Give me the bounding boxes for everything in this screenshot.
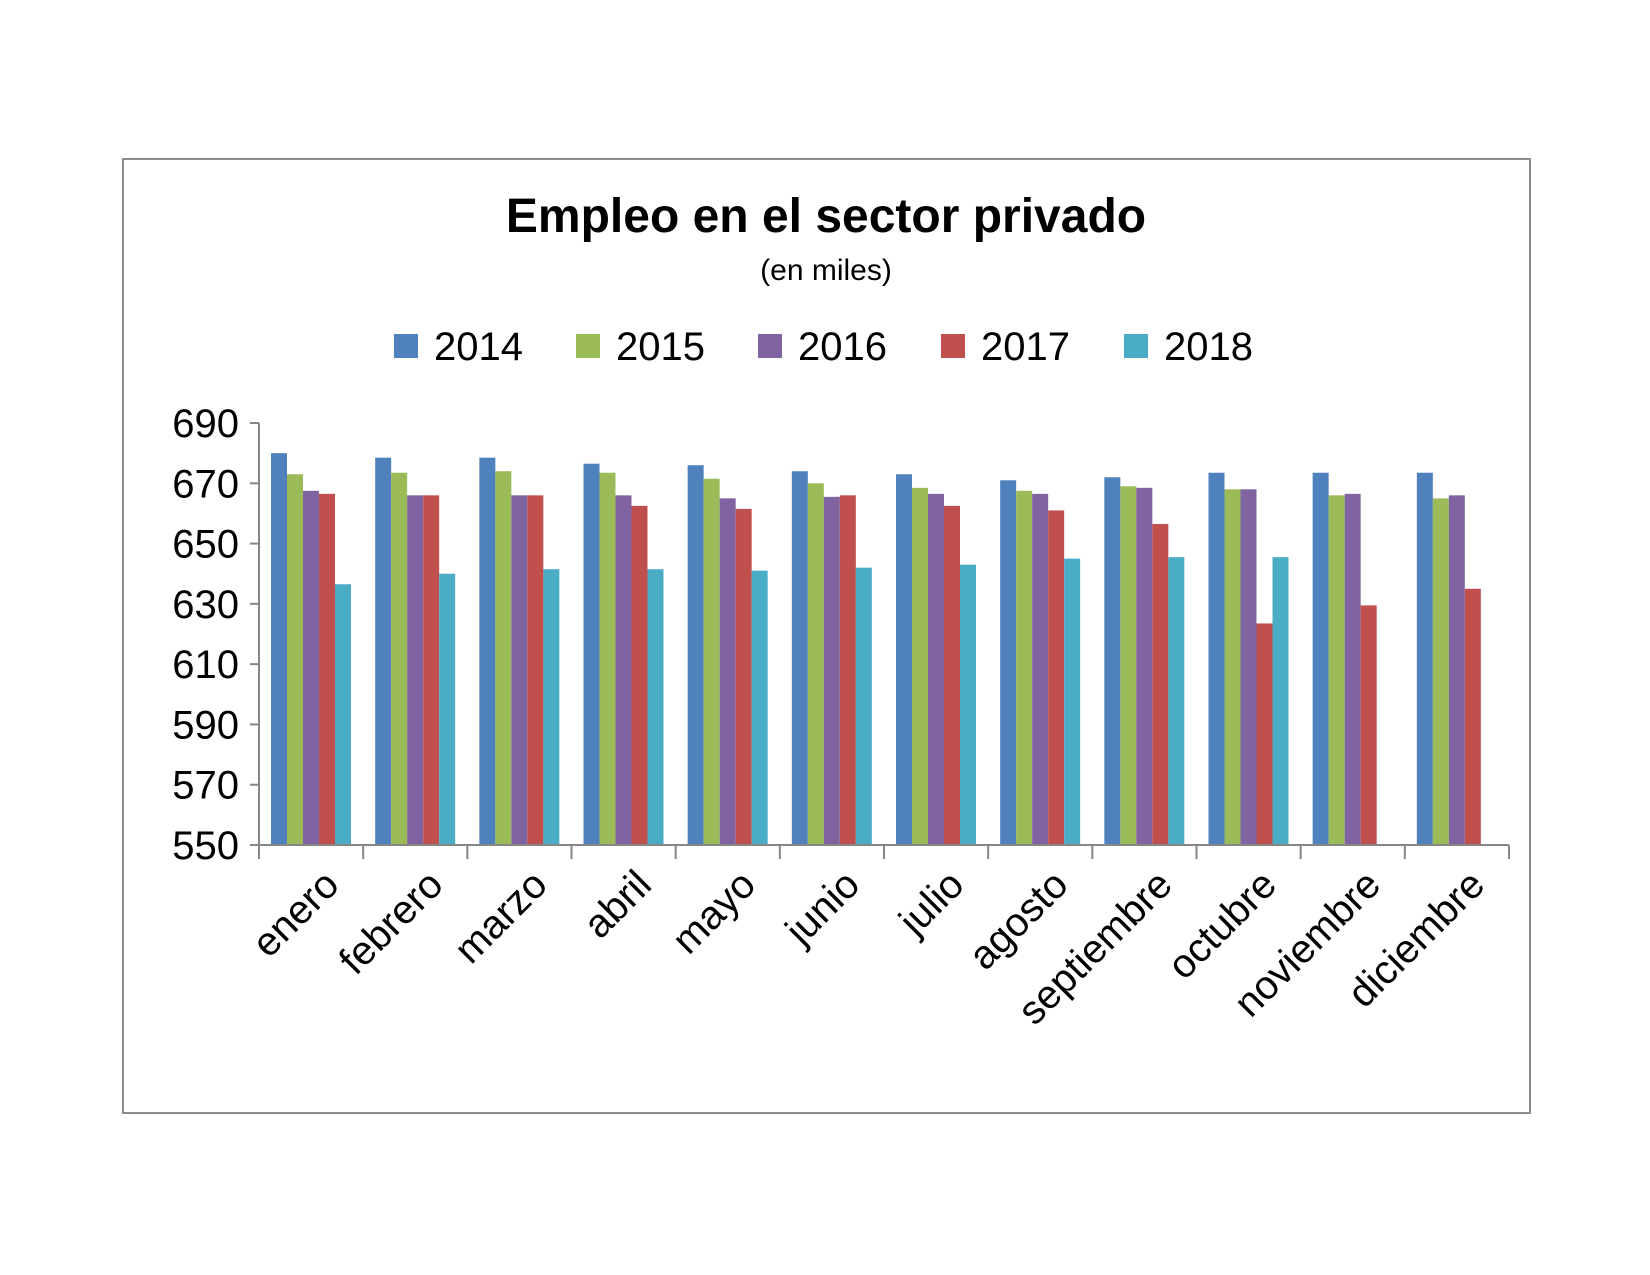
bar-2016-octubre: [1240, 489, 1257, 845]
bar-2014-agosto: [1000, 480, 1017, 845]
x-tick-label: julio: [890, 862, 972, 944]
bar-2017-agosto: [1048, 510, 1065, 845]
bar-2018-mayo: [751, 570, 768, 845]
bar-2018-febrero: [439, 573, 456, 845]
y-tick-label: 610: [172, 643, 239, 687]
chart-canvas: Empleo en el sector privado (en miles) 2…: [172, 190, 1510, 1033]
bar-2017-mayo: [735, 508, 752, 845]
bar-2014-julio: [896, 474, 912, 845]
bar-2014-enero: [271, 453, 287, 845]
bars: [271, 453, 1481, 845]
legend-swatch-2017: [941, 334, 965, 358]
bar-2017-junio: [839, 495, 856, 845]
bar-2014-septiembre: [1104, 477, 1121, 845]
bar-2014-marzo: [479, 457, 496, 845]
bar-2014-diciembre: [1416, 472, 1433, 845]
x-tick-label: marzo: [446, 862, 556, 972]
bar-2015-abril: [599, 472, 616, 845]
bar-2015-septiembre: [1120, 486, 1137, 845]
chart-subtitle: (en miles): [760, 254, 892, 287]
legend-label-2014: 2014: [434, 325, 523, 369]
chart-title: Empleo en el sector privado: [506, 190, 1146, 243]
y-tick-label: 690: [172, 402, 239, 446]
legend-label-2016: 2016: [798, 325, 887, 369]
bar-2016-enero: [303, 490, 319, 845]
legend-swatch-2014: [394, 334, 418, 358]
legend-label-2015: 2015: [616, 325, 705, 369]
y-tick-label: 630: [172, 583, 239, 627]
bar-2016-abril: [615, 495, 632, 845]
bar-2014-noviembre: [1312, 472, 1329, 845]
bar-2016-julio: [928, 493, 944, 845]
legend-swatch-2016: [758, 334, 782, 358]
bar-2014-febrero: [375, 457, 392, 845]
bar-2017-julio: [944, 505, 960, 845]
bar-2016-junio: [823, 496, 840, 845]
bar-2017-septiembre: [1152, 523, 1169, 845]
bar-2017-enero: [319, 493, 335, 845]
bar-2018-junio: [855, 567, 872, 845]
y-tick-label: 670: [172, 462, 239, 506]
bar-2017-diciembre: [1464, 588, 1481, 845]
bar-2015-febrero: [391, 472, 408, 845]
bar-2014-mayo: [687, 465, 704, 845]
bar-2016-septiembre: [1136, 487, 1153, 845]
bar-2015-junio: [807, 483, 824, 845]
bar-2016-agosto: [1032, 493, 1049, 845]
bar-2014-octubre: [1208, 472, 1225, 845]
bar-2018-enero: [335, 584, 351, 845]
bar-2017-noviembre: [1360, 605, 1377, 845]
bar-2015-octubre: [1224, 489, 1241, 845]
y-axis: 550 570 590 610 630 650 670 690: [172, 402, 260, 868]
legend-swatch-2015: [576, 334, 600, 358]
bar-2016-marzo: [511, 495, 528, 845]
legend-label-2018: 2018: [1164, 325, 1253, 369]
y-tick-label: 550: [172, 824, 239, 868]
bar-2014-abril: [583, 463, 600, 845]
legend-label-2017: 2017: [981, 325, 1070, 369]
x-tick-label: abril: [575, 862, 660, 947]
x-tick-label: junio: [777, 862, 869, 954]
x-tick-label: mayo: [664, 862, 764, 962]
bar-2017-marzo: [527, 495, 544, 845]
bar-2017-abril: [631, 505, 648, 845]
bar-2015-agosto: [1016, 490, 1033, 845]
bar-2016-diciembre: [1448, 495, 1465, 845]
bar-2015-marzo: [495, 471, 512, 845]
bar-2018-marzo: [543, 569, 560, 845]
bar-2015-mayo: [703, 478, 720, 845]
bar-2018-agosto: [1064, 558, 1081, 845]
y-tick-label: 570: [172, 764, 239, 808]
bar-2016-noviembre: [1344, 493, 1361, 845]
bar-2018-octubre: [1272, 557, 1289, 845]
bar-2015-enero: [287, 474, 303, 845]
bar-2015-julio: [912, 487, 928, 845]
bar-2017-octubre: [1256, 623, 1273, 845]
x-tick-label: febrero: [331, 862, 452, 983]
bar-2018-julio: [960, 564, 976, 845]
bar-2015-diciembre: [1432, 498, 1449, 845]
y-tick-label: 590: [172, 703, 239, 747]
bar-2018-septiembre: [1168, 557, 1185, 845]
legend: 2014 2015 2016 2017 2018: [394, 325, 1253, 369]
legend-swatch-2018: [1124, 334, 1148, 358]
bar-2017-febrero: [423, 495, 440, 845]
bar-2016-mayo: [719, 498, 736, 845]
bar-2015-noviembre: [1328, 495, 1345, 845]
bar-2016-febrero: [407, 495, 424, 845]
y-tick-label: 650: [172, 523, 239, 567]
bar-2018-abril: [647, 569, 664, 845]
chart-frame: Empleo en el sector privado (en miles) 2…: [122, 158, 1531, 1114]
bar-2014-junio: [791, 471, 808, 845]
